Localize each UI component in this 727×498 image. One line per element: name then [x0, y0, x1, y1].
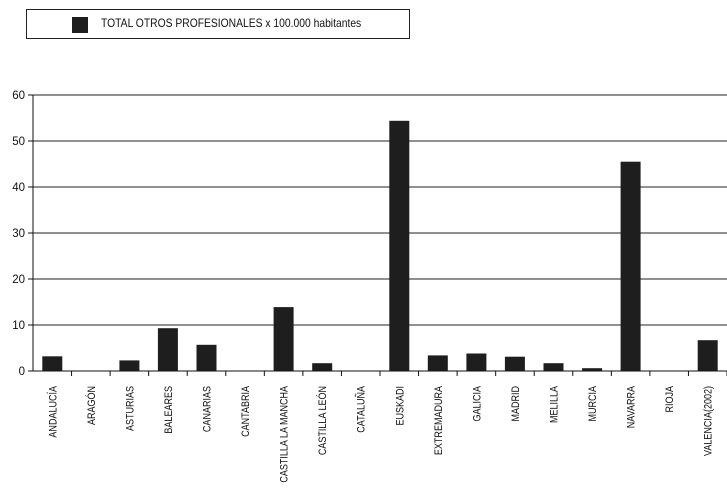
legend: TOTAL OTROS PROFESIONALES x 100.000 habi…: [26, 9, 410, 39]
bar: [157, 328, 178, 371]
category-label: CASTILLA LEÓN: [315, 386, 329, 455]
bar: [582, 368, 603, 371]
bar: [273, 307, 294, 371]
y-tick-label: 60: [12, 90, 25, 102]
category-label: CANARIAS: [202, 386, 214, 432]
axes: [28, 94, 727, 376]
bar: [427, 355, 448, 371]
bar: [543, 363, 564, 371]
category-label: CATALUÑA: [354, 386, 368, 433]
category-label: BALEARES: [163, 386, 175, 434]
bar: [312, 363, 333, 371]
category-label: EUSKADI: [395, 386, 407, 426]
category-label: CASTILLA LA MANCHA: [279, 386, 291, 483]
category-label: ASTURIAS: [125, 386, 137, 431]
category-label: MELILLA: [549, 386, 561, 423]
bar: [389, 120, 410, 371]
category-label: CANTABRIA: [240, 386, 252, 437]
bar: [504, 356, 525, 371]
category-label: ANDALUCÍA: [45, 386, 59, 438]
grid-lines: [33, 94, 727, 326]
y-tick-label: 10: [12, 320, 25, 332]
category-label: MADRID: [510, 386, 522, 422]
category-label: RIOJA: [664, 386, 676, 413]
bar: [697, 340, 718, 371]
category-label: GALICIA: [472, 386, 484, 422]
bar: [42, 356, 63, 371]
bar: [620, 161, 641, 371]
bars: [42, 120, 718, 371]
category-label: NAVARRA: [626, 386, 638, 428]
bar: [196, 344, 217, 371]
category-label: MURCIA: [587, 386, 599, 422]
legend-swatch: [72, 17, 88, 33]
bar: [466, 353, 487, 371]
y-tick-label: 30: [12, 228, 25, 240]
y-tick-label: 20: [12, 274, 25, 286]
category-label: VALENCIA(2002): [703, 386, 715, 456]
category-label: ARAGÓN: [84, 386, 98, 425]
y-tick-label: 50: [12, 136, 25, 148]
tick-labels: 0 10 20 30 40 50 60 ANDALUCÍA ARAGÓN ASTURIAS BALE…: [12, 90, 715, 483]
bar: [119, 360, 140, 371]
legend-label: TOTAL OTROS PROFESIONALES x 100.000 habi…: [101, 16, 362, 30]
y-tick-label: 40: [12, 182, 25, 194]
y-tick-label: 0: [19, 366, 25, 378]
category-label: EXTREMADURA: [433, 386, 445, 455]
